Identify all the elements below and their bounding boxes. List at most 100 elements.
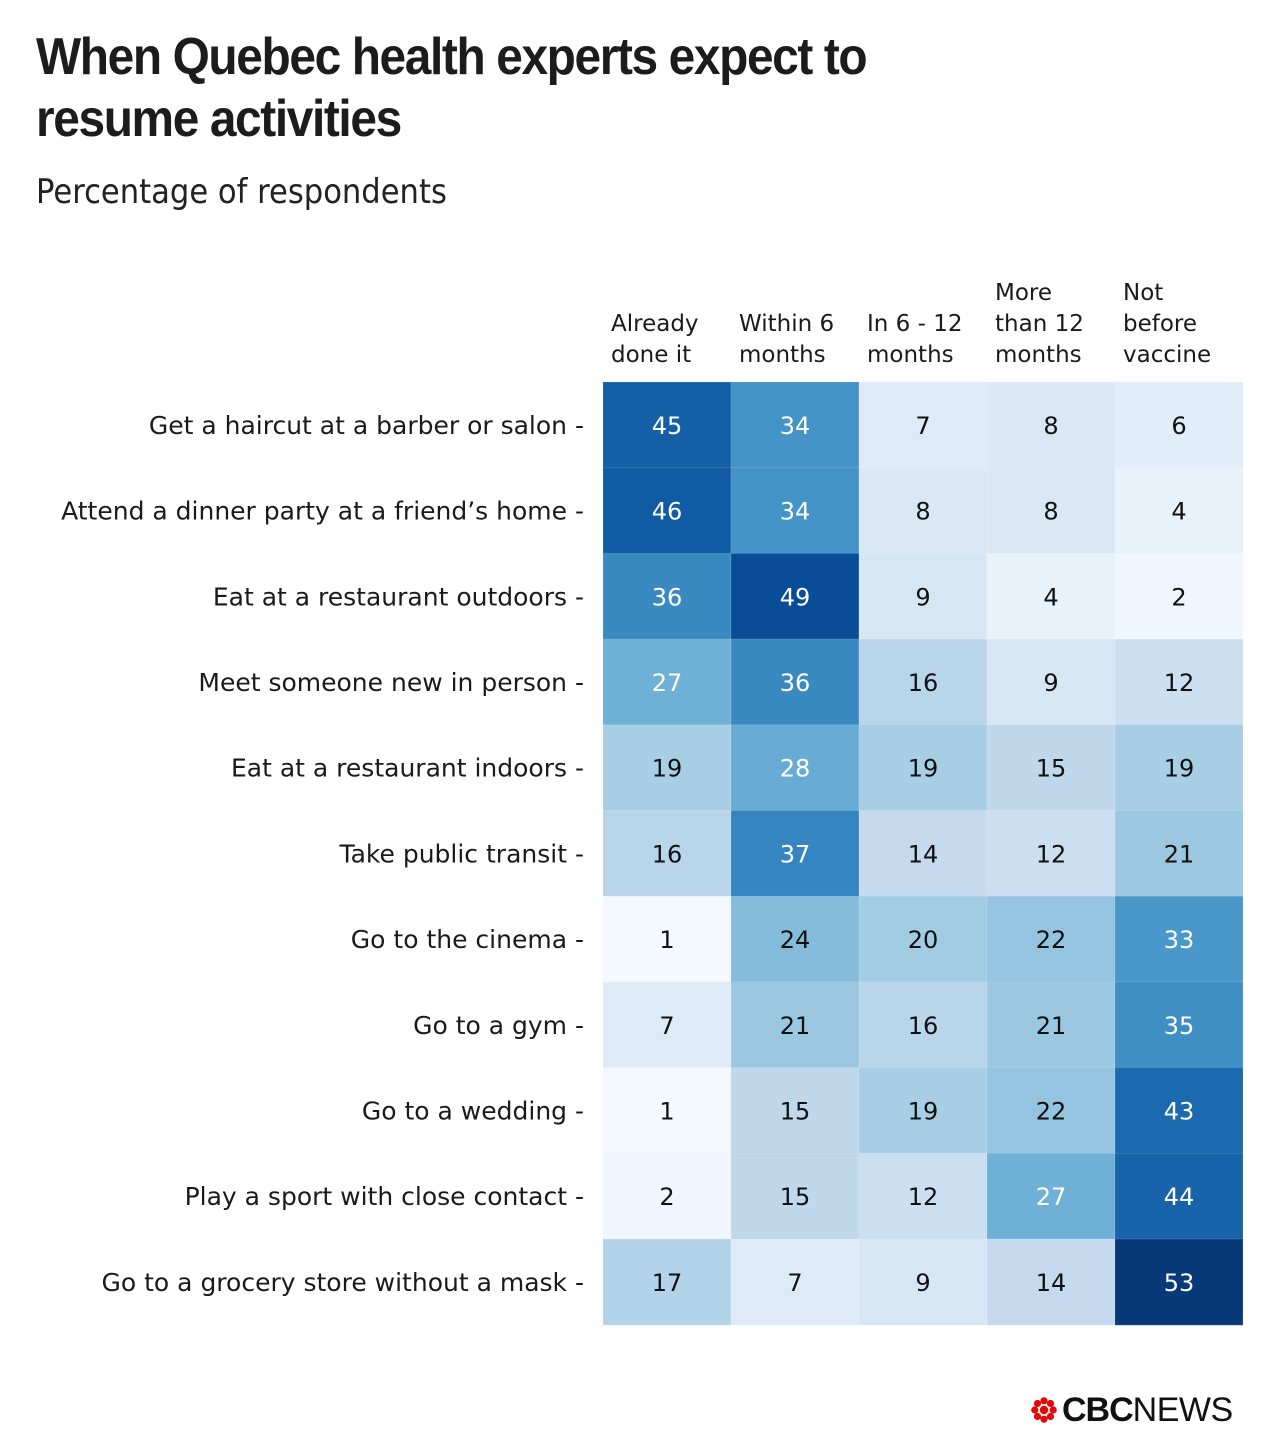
column-label: Not before vaccine: [1123, 280, 1211, 368]
row-label: Meet someone new in person -: [198, 668, 584, 697]
cell-value-label: 34: [780, 498, 811, 526]
cell-value-label: 4: [1171, 498, 1186, 526]
cell-value-label: 36: [652, 583, 683, 611]
cell-value-label: 1: [659, 926, 674, 954]
row-label: Eat at a restaurant indoors -: [231, 754, 584, 783]
cell-value-label: 21: [780, 1012, 811, 1040]
heatmap-cell: [1114, 638, 1244, 726]
heatmap-cell: [858, 1238, 988, 1326]
column-label-line: In 6 - 12: [867, 311, 963, 337]
heatmap-cell: [730, 724, 860, 812]
heatmap-cell: [730, 638, 860, 726]
cell-value-label: 36: [780, 669, 811, 697]
logo-text-news: NEWS: [1132, 1390, 1234, 1429]
cell-value-label: 27: [1036, 1183, 1067, 1211]
column-label-line: Not: [1123, 280, 1163, 306]
column-label-line: Within 6: [739, 311, 834, 337]
heatmap-cell: [602, 638, 732, 726]
column-label-line: Already: [611, 311, 699, 337]
column-label: Within 6 months: [739, 311, 834, 368]
column-label-line: months: [995, 342, 1082, 368]
cell-value-label: 44: [1164, 1183, 1195, 1211]
heatmap-cell: [986, 467, 1116, 555]
cell-value-label: 7: [915, 412, 930, 440]
cell-value-label: 17: [652, 1269, 683, 1297]
cell-value-label: 15: [1036, 755, 1067, 783]
heatmap-cell: [1114, 467, 1244, 555]
cell-value-label: 15: [780, 1183, 811, 1211]
column-label-line: months: [739, 342, 826, 368]
heatmap-cell: [730, 810, 860, 898]
cell-value-label: 16: [908, 1012, 939, 1040]
column-label: In 6 - 12 months: [867, 311, 963, 368]
heatmap-cell: [986, 895, 1116, 983]
row-label: Go to a gym -: [413, 1011, 584, 1040]
cell-value-label: 34: [780, 412, 811, 440]
heatmap-cell: [858, 981, 988, 1069]
cell-value-label: 9: [915, 1269, 930, 1297]
heatmap-cell: [602, 981, 732, 1069]
cell-value-label: 19: [908, 1097, 939, 1125]
heatmap-cell: [1114, 1067, 1244, 1155]
cell-value-label: 20: [908, 926, 939, 954]
cell-value-label: 12: [908, 1183, 939, 1211]
cell-value-label: 19: [1164, 755, 1195, 783]
cell-value-label: 21: [1036, 1012, 1067, 1040]
cell-value-label: 21: [1164, 840, 1195, 868]
cell-value-label: 33: [1164, 926, 1195, 954]
cell-value-label: 24: [780, 926, 811, 954]
heatmap-cell: [986, 552, 1116, 641]
heatmap-cell: [602, 724, 732, 812]
heatmap-cell: [858, 638, 988, 726]
heatmap-cell: [1114, 1152, 1244, 1241]
cell-value-label: 28: [780, 755, 811, 783]
heatmap-cell: [602, 552, 732, 641]
heatmap-cell: [730, 467, 860, 555]
row-label: Get a haircut at a barber or salon -: [149, 411, 584, 440]
row-label: Play a sport with close contact -: [185, 1182, 584, 1211]
cell-value-label: 12: [1036, 840, 1067, 868]
gem-petal: [1031, 1406, 1039, 1414]
cell-value-label: 53: [1164, 1269, 1195, 1297]
heatmap-cell: [730, 895, 860, 983]
heatmap-cell: [1114, 724, 1244, 812]
cell-value-label: 49: [780, 583, 811, 611]
cell-value-label: 16: [908, 669, 939, 697]
cell-value-label: 19: [908, 755, 939, 783]
cell-value-label: 7: [659, 1012, 674, 1040]
cell-value-label: 22: [1036, 926, 1067, 954]
gem-petal: [1040, 1415, 1048, 1423]
heatmap-cell: [858, 552, 988, 641]
chart-title: When Quebec health experts expect to res…: [36, 28, 868, 148]
cell-value-label: 2: [659, 1183, 674, 1211]
heatmap-cell: [602, 810, 732, 898]
row-label: Go to a wedding -: [362, 1096, 584, 1125]
cell-value-label: 4: [1043, 583, 1058, 611]
cell-value-label: 14: [1036, 1269, 1067, 1297]
heatmap-cell: [1114, 552, 1244, 641]
heatmap-cell: [602, 467, 732, 555]
cell-value-label: 1: [659, 1097, 674, 1125]
cell-value-label: 8: [1043, 412, 1058, 440]
column-label-line: than 12: [995, 311, 1084, 337]
column-label-line: months: [867, 342, 954, 368]
cell-value-label: 16: [652, 840, 683, 868]
cell-value-label: 8: [915, 498, 930, 526]
gem-center: [1039, 1405, 1049, 1415]
cell-value-label: 22: [1036, 1097, 1067, 1125]
cell-value-label: 14: [908, 840, 939, 868]
heatmap-cell: [602, 1238, 732, 1326]
gem-petal: [1046, 1399, 1055, 1408]
cbc-news-logo: CBC NEWS: [1030, 1388, 1233, 1432]
cell-value-label: 12: [1164, 669, 1195, 697]
row-labels: Get a haircut at a barber or salon - Atte…: [61, 411, 584, 1297]
heatmap-cell: [858, 467, 988, 555]
column-label-line: More: [995, 280, 1052, 306]
heatmap-cell: [858, 810, 988, 898]
gem-petal: [1040, 1397, 1048, 1405]
heatmap-cell: [858, 895, 988, 983]
row-label: Attend a dinner party at a friend’s home…: [61, 497, 584, 526]
cell-value-label: 46: [652, 498, 683, 526]
row-label: Go to the cinema -: [351, 925, 584, 954]
